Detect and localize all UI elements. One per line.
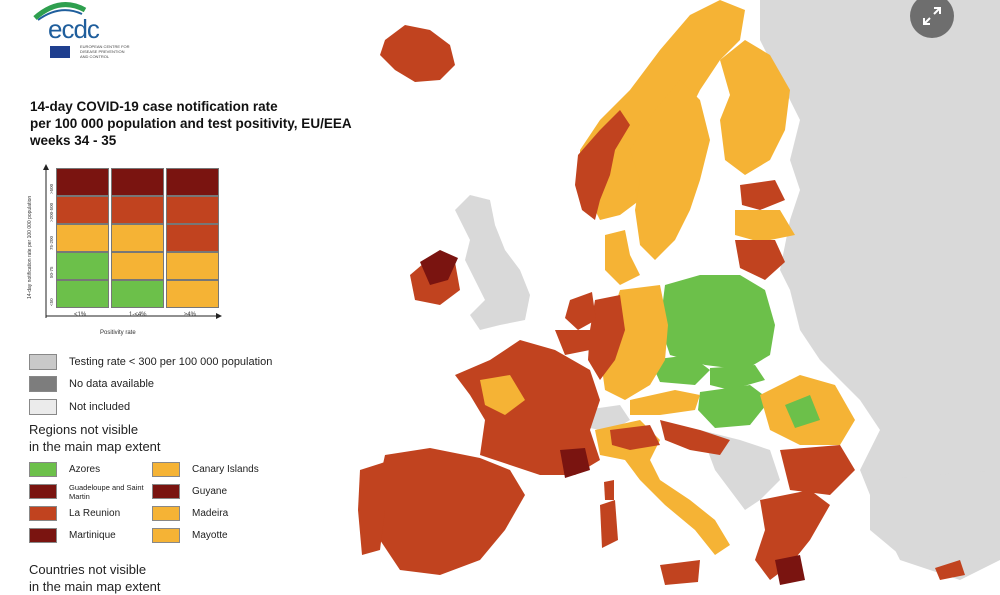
expand-arrows-icon — [923, 7, 941, 25]
matrix-y-axis-label: 14-day notification rate per 100 000 pop… — [27, 195, 33, 300]
spain — [375, 448, 525, 575]
matrix-cell — [111, 252, 164, 280]
sicily — [660, 560, 700, 585]
sardinia — [600, 500, 618, 548]
region-swatch — [152, 506, 180, 521]
matrix-cell — [111, 224, 164, 252]
matrix-x-arrow-icon — [46, 313, 222, 319]
latvia — [735, 210, 795, 242]
sweden — [630, 80, 710, 260]
slovenia-croatia — [660, 420, 730, 455]
countries-heading: Countries not visible in the main map ex… — [29, 561, 161, 595]
czechia — [650, 355, 710, 385]
corsica — [604, 480, 614, 500]
greece-darkred — [775, 555, 805, 585]
romania-green — [785, 395, 820, 428]
eu-flag-icon — [50, 46, 70, 58]
italy — [595, 420, 730, 555]
no-data-label: No data available — [69, 378, 155, 390]
matrix-x-tick: <1% — [74, 312, 87, 318]
norway-west — [575, 110, 630, 220]
turkey-land — [870, 470, 1000, 560]
matrix-cell — [56, 196, 109, 224]
countries-heading-line-2: in the main map extent — [29, 579, 161, 594]
region-swatch — [152, 528, 180, 543]
matrix-cell — [166, 252, 219, 280]
title-line-2: per 100 000 population and test positivi… — [30, 116, 352, 131]
region-swatch — [29, 484, 57, 499]
uk-land — [455, 195, 530, 330]
regions-heading-line-1: Regions not visible — [29, 422, 139, 437]
logo-emblem — [33, 2, 87, 21]
iceland — [380, 25, 455, 82]
non-eu-land — [760, 0, 1000, 580]
matrix-x-tick: ≥4% — [184, 312, 196, 318]
not-included-swatch — [29, 399, 57, 415]
region-label: Madeira — [192, 508, 229, 519]
estonia — [740, 180, 785, 210]
region-swatch — [29, 462, 57, 477]
region-swatch — [29, 506, 57, 521]
region-swatch — [29, 528, 57, 543]
logo-subtitle: EUROPEAN CENTRE FOR DISEASE PREVENTION A… — [80, 44, 130, 59]
northern-ireland — [420, 250, 458, 285]
matrix-x-tick: 1-<4% — [129, 312, 147, 318]
not-included-label: Not included — [69, 401, 131, 413]
region-swatch — [152, 462, 180, 477]
region-label: La Reunion — [69, 508, 121, 519]
matrix-cell — [56, 168, 109, 196]
title-line-3: weeks 34 - 35 — [30, 133, 117, 148]
matrix-y-arrow-icon — [43, 164, 49, 318]
matrix-x-axis-label: Positivity rate — [100, 330, 136, 336]
region-swatch — [152, 484, 180, 499]
germany-west — [588, 295, 625, 380]
france — [455, 340, 600, 475]
matrix-cell — [111, 280, 164, 308]
region-label: Martinique — [69, 530, 116, 541]
greece — [755, 490, 830, 580]
hungary — [698, 385, 770, 428]
matrix-cell — [166, 196, 219, 224]
slovakia — [710, 365, 765, 390]
logo-wordmark: ecdc — [48, 14, 100, 44]
finland — [720, 40, 790, 175]
matrix-cell — [166, 280, 219, 308]
region-label: Mayotte — [192, 530, 228, 541]
countries-heading-line-1: Countries not visible — [29, 562, 147, 577]
map-title: 14-day COVID-19 case notification rate p… — [30, 98, 390, 149]
matrix-cell — [111, 168, 164, 196]
austria — [630, 390, 700, 415]
region-label: Azores — [69, 464, 101, 475]
matrix-cell — [111, 196, 164, 224]
lithuania — [735, 240, 785, 280]
matrix-cell — [56, 252, 109, 280]
matrix-cell — [56, 280, 109, 308]
expand-button[interactable] — [910, 0, 954, 38]
belgium — [555, 330, 590, 355]
matrix-cell — [56, 224, 109, 252]
matrix-cell — [166, 224, 219, 252]
regions-heading-line-2: in the main map extent — [29, 439, 161, 454]
matrix-cell — [166, 168, 219, 196]
testing-rate-swatch — [29, 354, 57, 370]
cyprus — [935, 560, 965, 580]
poland — [660, 275, 775, 370]
regions-heading: Regions not visible in the main map exte… — [29, 421, 161, 455]
region-label: Guadeloupe and Saint Martin — [69, 483, 144, 501]
netherlands — [565, 292, 596, 330]
france-yellow — [480, 375, 525, 415]
no-data-swatch — [29, 376, 57, 392]
portugal — [358, 462, 385, 555]
bulgaria — [780, 445, 855, 495]
italy-red — [610, 425, 660, 450]
testing-rate-label: Testing rate < 300 per 100 000 populatio… — [69, 356, 273, 368]
france-darkred — [560, 448, 590, 478]
region-label: Canary Islands — [192, 464, 259, 475]
denmark — [605, 230, 640, 285]
region-label: Guyane — [192, 486, 228, 497]
title-line-1: 14-day COVID-19 case notification rate — [30, 99, 278, 114]
